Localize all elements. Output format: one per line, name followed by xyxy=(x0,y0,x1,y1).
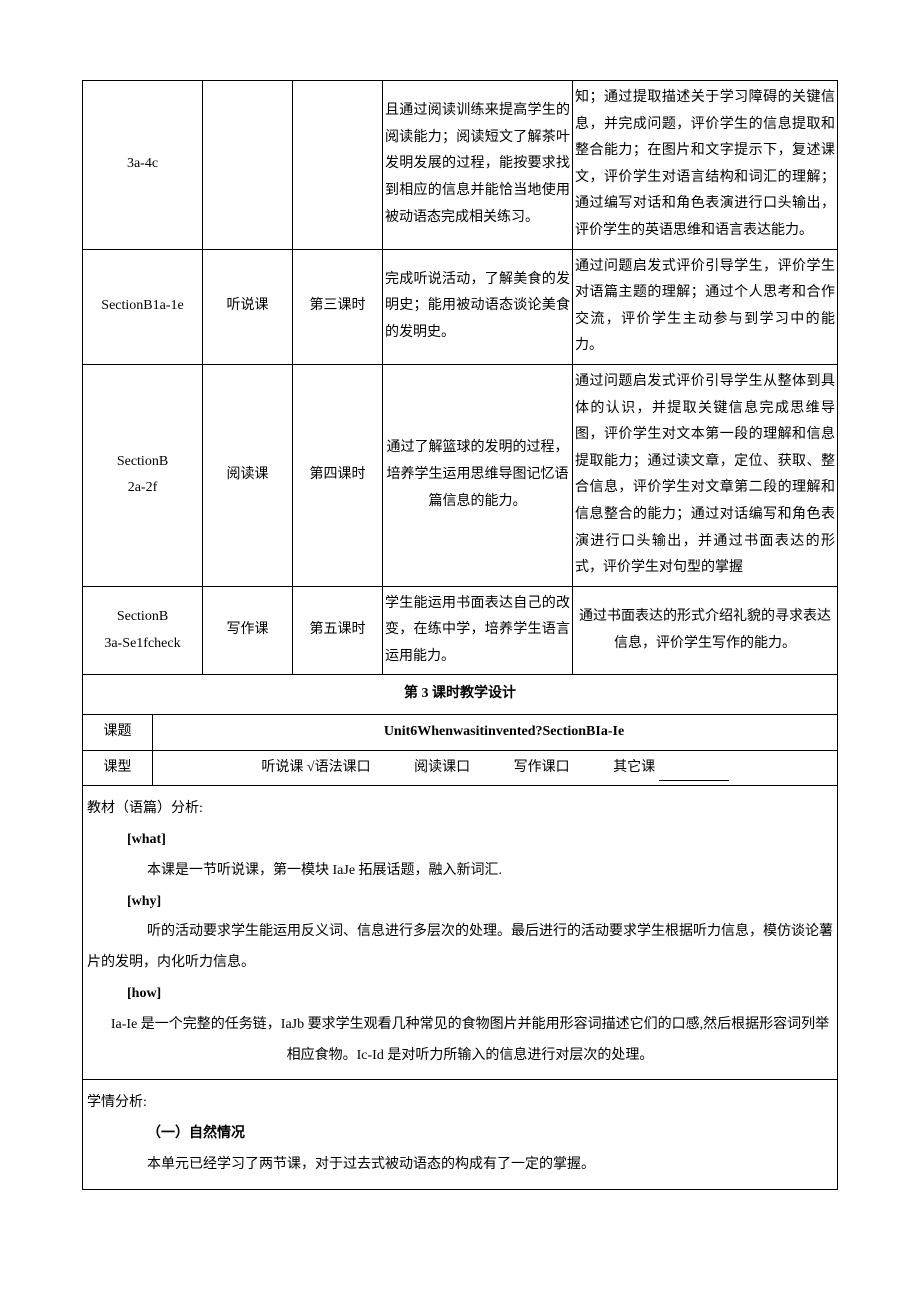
objective-text: 完成听说活动，了解美食的发明史；能用被动语态谈论美食的发明史。 xyxy=(385,272,570,340)
section-cell: SectionB 3a-Se1fcheck xyxy=(83,586,203,675)
type-label: 阅读课 xyxy=(227,467,269,482)
textbook-analysis: 教材（语篇）分析: [what] 本课是一节听说课，第一模块 IaJe 拓展话题… xyxy=(82,786,838,1080)
section-label: SectionB 3a-Se1fcheck xyxy=(104,609,180,651)
student-heading: 学情分析: xyxy=(87,1088,833,1119)
type-opt-listening: 听说课 √语法课口 xyxy=(261,760,370,775)
how-label: [how] xyxy=(87,979,833,1010)
table-row: SectionB1a-1e 听说课 第三课时 完成听说活动，了解美食的发明史；能… xyxy=(83,249,838,364)
evaluation-cell: 通过书面表达的形式介绍礼貌的寻求表达信息，评价学生写作的能力。 xyxy=(573,586,838,675)
section-label: SectionB 2a-2f xyxy=(117,454,168,496)
section-cell: 3a-4c xyxy=(83,81,203,250)
objective-cell: 完成听说活动，了解美食的发明史；能用被动语态谈论美食的发明史。 xyxy=(383,249,573,364)
student-analysis: 学情分析: （一）自然情况 本单元已经学习了两节课，对于过去式被动语态的构成有了… xyxy=(82,1080,838,1189)
evaluation-text: 通过书面表达的形式介绍礼貌的寻求表达信息，评价学生写作的能力。 xyxy=(579,609,831,651)
type-cell: 写作课 xyxy=(203,586,293,675)
type-options: 听说课 √语法课口 阅读课口 写作课口 其它课 xyxy=(153,750,838,786)
evaluation-cell: 知；通过提取描述关于学习障碍的关键信息，并完成问题，评价学生的信息提取和整合能力… xyxy=(573,81,838,250)
why-label: [why] xyxy=(87,887,833,918)
why-text: 听的活动要求学生能运用反义词、信息进行多层次的处理。最后进行的活动要求学生根据听… xyxy=(87,917,833,979)
objective-cell: 通过了解篮球的发明的过程，培养学生运用思维导图记忆语篇信息的能力。 xyxy=(383,364,573,586)
table-row: SectionB 2a-2f 阅读课 第四课时 通过了解篮球的发明的过程，培养学… xyxy=(83,364,838,586)
table-row: 3a-4c 且通过阅读训练来提高学生的阅读能力；阅读短文了解茶叶发明发展的过程，… xyxy=(83,81,838,250)
period-label: 第四课时 xyxy=(310,467,366,482)
lesson-header-table: 课题 Unit6Whenwasitinvented?SectionBIa-Ie … xyxy=(82,715,838,786)
period-cell xyxy=(293,81,383,250)
objective-cell: 学生能运用书面表达自己的改变，在练中学，培养学生语言运用能力。 xyxy=(383,586,573,675)
type-label-cell: 课型 xyxy=(83,750,153,786)
section-cell: SectionB 2a-2f xyxy=(83,364,203,586)
what-label: [what] xyxy=(87,825,833,856)
type-opt-writing: 写作课口 xyxy=(514,760,570,775)
type-opt-other: 其它课 xyxy=(613,760,655,775)
lesson-design-title: 第 3 课时教学设计 xyxy=(83,675,838,715)
section-cell: SectionB1a-1e xyxy=(83,249,203,364)
sub1-text: 本单元已经学习了两节课，对于过去式被动语态的构成有了一定的掌握。 xyxy=(87,1150,833,1181)
objective-cell: 且通过阅读训练来提高学生的阅读能力；阅读短文了解茶叶发明发展的过程，能按要求找到… xyxy=(383,81,573,250)
objective-text: 学生能运用书面表达自己的改变，在练中学，培养学生语言运用能力。 xyxy=(385,596,570,664)
objective-text: 通过了解篮球的发明的过程，培养学生运用思维导图记忆语篇信息的能力。 xyxy=(387,440,569,508)
table-row: SectionB 3a-Se1fcheck 写作课 第五课时 学生能运用书面表达… xyxy=(83,586,838,675)
evaluation-text: 知；通过提取描述关于学习障碍的关键信息，并完成问题，评价学生的信息提取和整合能力… xyxy=(575,90,835,238)
section-label: SectionB1a-1e xyxy=(101,298,183,313)
period-cell: 第四课时 xyxy=(293,364,383,586)
course-schedule-table: 3a-4c 且通过阅读训练来提高学生的阅读能力；阅读短文了解茶叶发明发展的过程，… xyxy=(82,80,838,715)
period-label: 第三课时 xyxy=(310,298,366,313)
type-cell xyxy=(203,81,293,250)
sub1-label: （一）自然情况 xyxy=(87,1119,833,1150)
type-label: 写作课 xyxy=(227,622,269,637)
type-opt-reading: 阅读课口 xyxy=(414,760,470,775)
evaluation-cell: 通过问题启发式评价引导学生，评价学生对语篇主题的理解；通过个人思考和合作交流，评… xyxy=(573,249,838,364)
section-label: 3a-4c xyxy=(127,156,158,171)
what-text: 本课是一节听说课，第一模块 IaJe 拓展话题，融入新词汇. xyxy=(87,856,833,887)
design-title-row: 第 3 课时教学设计 xyxy=(83,675,838,715)
evaluation-text: 通过问题启发式评价引导学生从整体到具体的认识，并提取关键信息完成思维导图，评价学… xyxy=(575,374,835,575)
type-cell: 阅读课 xyxy=(203,364,293,586)
evaluation-cell: 通过问题启发式评价引导学生从整体到具体的认识，并提取关键信息完成思维导图，评价学… xyxy=(573,364,838,586)
period-cell: 第五课时 xyxy=(293,586,383,675)
analysis-heading: 教材（语篇）分析: xyxy=(87,794,833,825)
topic-label: 课题 xyxy=(83,715,153,750)
topic-value: Unit6Whenwasitinvented?SectionBIa-Ie xyxy=(153,715,838,750)
type-row: 课型 听说课 √语法课口 阅读课口 写作课口 其它课 xyxy=(83,750,838,786)
other-blank xyxy=(659,780,729,781)
evaluation-text: 通过问题启发式评价引导学生，评价学生对语篇主题的理解；通过个人思考和合作交流，评… xyxy=(575,259,835,354)
type-label: 听说课 xyxy=(227,298,269,313)
objective-text: 且通过阅读训练来提高学生的阅读能力；阅读短文了解茶叶发明发展的过程，能按要求找到… xyxy=(385,103,570,224)
how-text: Ia-Ie 是一个完整的任务链，IaJb 要求学生观看几种常见的食物图片并能用形… xyxy=(87,1010,833,1072)
period-label: 第五课时 xyxy=(310,622,366,637)
topic-row: 课题 Unit6Whenwasitinvented?SectionBIa-Ie xyxy=(83,715,838,750)
period-cell: 第三课时 xyxy=(293,249,383,364)
type-cell: 听说课 xyxy=(203,249,293,364)
